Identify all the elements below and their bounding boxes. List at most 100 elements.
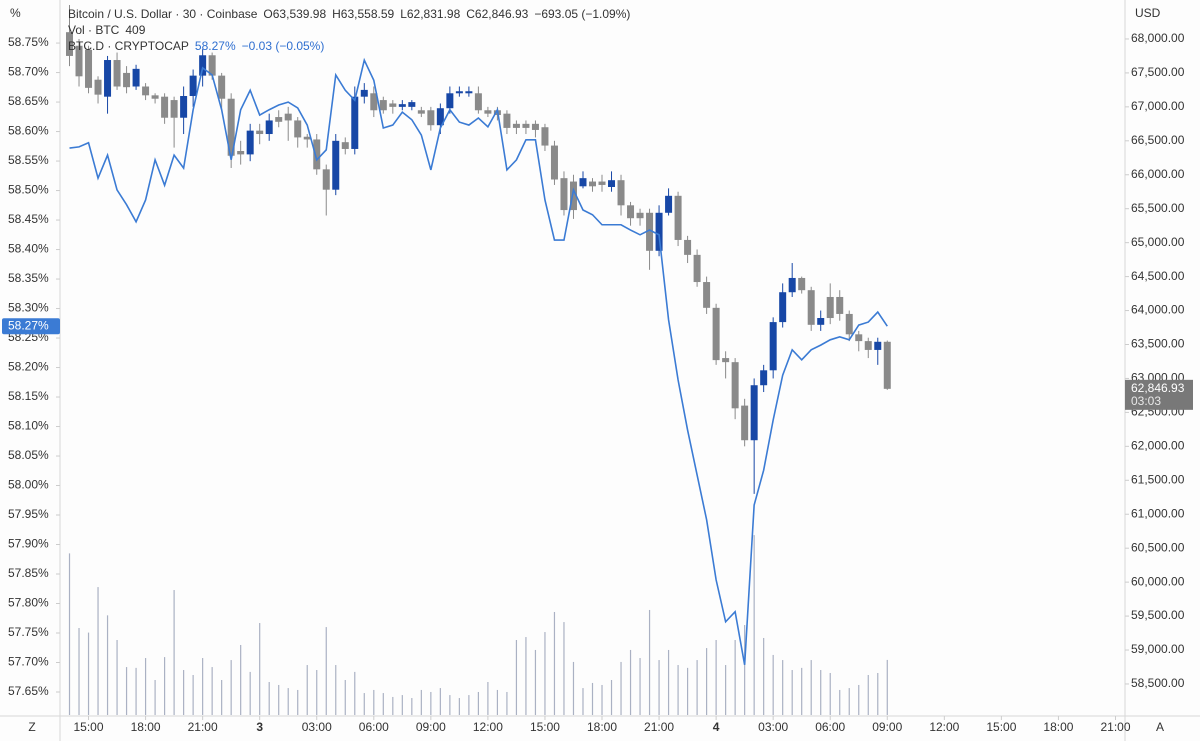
y2-tick-label: 67,000.00 <box>1131 99 1185 113</box>
y-tick-label: 58.05% <box>8 448 49 462</box>
candle-body <box>446 93 454 109</box>
y-tick-label: 58.15% <box>8 389 49 403</box>
candle-body <box>275 117 283 122</box>
candle-body <box>294 120 302 138</box>
candle-body <box>731 362 739 409</box>
candle-body <box>113 60 121 87</box>
candle-body <box>398 104 406 107</box>
x-tick-label: 03:00 <box>758 720 788 734</box>
candle-body <box>104 60 112 97</box>
y-tick-label: 57.85% <box>8 566 49 580</box>
candle-body <box>560 178 568 211</box>
dominance-line <box>69 57 888 666</box>
x-tick-label: 15:00 <box>530 720 560 734</box>
x-tick-label: 09:00 <box>416 720 446 734</box>
x-tick-label: 15:00 <box>986 720 1016 734</box>
y-tick-label: 58.00% <box>8 478 49 492</box>
x-tick-label: 21:00 <box>188 720 218 734</box>
corner-label[interactable]: Z <box>28 720 35 734</box>
candle-body <box>750 385 758 441</box>
y2-tick-label: 66,500.00 <box>1131 133 1185 147</box>
y-tick-label: 58.30% <box>8 301 49 315</box>
candle-body <box>807 290 815 325</box>
candle-body <box>627 205 635 219</box>
countdown-label: 03:03 <box>1131 394 1161 408</box>
dominance-name: BTC.D · CRYPTOCAP <box>68 39 189 53</box>
candle-body <box>408 102 416 107</box>
volume-name: Vol · BTC <box>68 23 120 37</box>
candle-body <box>550 145 558 180</box>
candle-body <box>636 212 644 219</box>
candle-body <box>85 49 93 88</box>
dominance-tag <box>2 318 60 335</box>
x-tick-label: 21:00 <box>1100 720 1130 734</box>
legend-row: Vol · BTC 409 <box>68 22 630 38</box>
candle-body <box>788 277 796 293</box>
x-tick-label: 12:00 <box>473 720 503 734</box>
x-tick-label: 18:00 <box>131 720 161 734</box>
dominance-last: 58.27% <box>194 39 236 53</box>
candle-body <box>760 370 768 386</box>
candle-body <box>142 86 150 96</box>
price-tag <box>1125 379 1193 410</box>
candle-body <box>684 239 692 255</box>
candle-body <box>379 100 387 111</box>
dominance-change: −0.03 (−0.05%) <box>241 39 325 53</box>
legend: Bitcoin / U.S. Dollar · 30 · Coinbase O6… <box>68 6 630 54</box>
candle-body <box>512 123 520 128</box>
y2-tick-label: 65,500.00 <box>1131 201 1185 215</box>
candle-body <box>332 140 340 190</box>
ohlc-close: C62,846.93 <box>466 7 529 21</box>
candle-body <box>665 195 673 213</box>
candle-body <box>265 120 273 135</box>
candle-body <box>617 180 625 206</box>
y-tick-label: 57.80% <box>8 596 49 610</box>
candle-body <box>569 181 577 211</box>
candle-body <box>132 68 140 87</box>
candle-body <box>541 127 549 146</box>
candle-body <box>313 139 321 170</box>
candle-body <box>151 95 159 99</box>
y2-tick-label: 62,000.00 <box>1131 439 1185 453</box>
candle-body <box>436 108 444 126</box>
candle-body <box>579 178 587 187</box>
y-tick-label: 58.55% <box>8 153 49 167</box>
y2-tick-label: 64,500.00 <box>1131 269 1185 283</box>
candle-body <box>94 79 102 95</box>
y2-tick-label: 59,000.00 <box>1131 642 1185 656</box>
candle-body <box>199 55 207 76</box>
candle-body <box>370 93 378 111</box>
candle-body <box>161 96 169 118</box>
ohlc-high: H63,558.59 <box>332 7 395 21</box>
legend-row: Bitcoin / U.S. Dollar · 30 · Coinbase O6… <box>68 6 630 22</box>
symbol-title: Bitcoin / U.S. Dollar · 30 · Coinbase <box>68 7 258 21</box>
ohlc-low: L62,831.98 <box>400 7 461 21</box>
y2-tick-label: 64,000.00 <box>1131 303 1185 317</box>
candle-body <box>218 75 226 99</box>
x-tick-label: 4 <box>713 720 720 734</box>
dominance-tag-label: 58.27% <box>8 318 49 332</box>
x-tick-label: 06:00 <box>359 720 389 734</box>
y-tick-label: 57.65% <box>8 684 49 698</box>
price-tag-label: 62,846.93 <box>1131 381 1185 395</box>
y2-tick-label: 59,500.00 <box>1131 608 1185 622</box>
candle-body <box>769 322 777 371</box>
candle-body <box>703 282 711 308</box>
x-tick-label: 06:00 <box>815 720 845 734</box>
candle-body <box>655 212 663 251</box>
y-tick-label: 57.90% <box>8 537 49 551</box>
x-tick-label: 18:00 <box>587 720 617 734</box>
candle-body <box>75 45 83 77</box>
candle-body <box>855 334 863 342</box>
ohlc-change: −693.05 (−1.09%) <box>534 7 631 21</box>
y-tick-label: 58.65% <box>8 94 49 108</box>
candle-body <box>389 103 397 107</box>
candle-body <box>779 292 787 323</box>
corner-label[interactable]: A <box>1156 720 1164 734</box>
candle-body <box>845 313 853 335</box>
candle-body <box>208 55 216 76</box>
candle-body <box>170 100 178 118</box>
y-tick-label: 58.40% <box>8 242 49 256</box>
y2-axis-unit: USD <box>1135 6 1161 20</box>
